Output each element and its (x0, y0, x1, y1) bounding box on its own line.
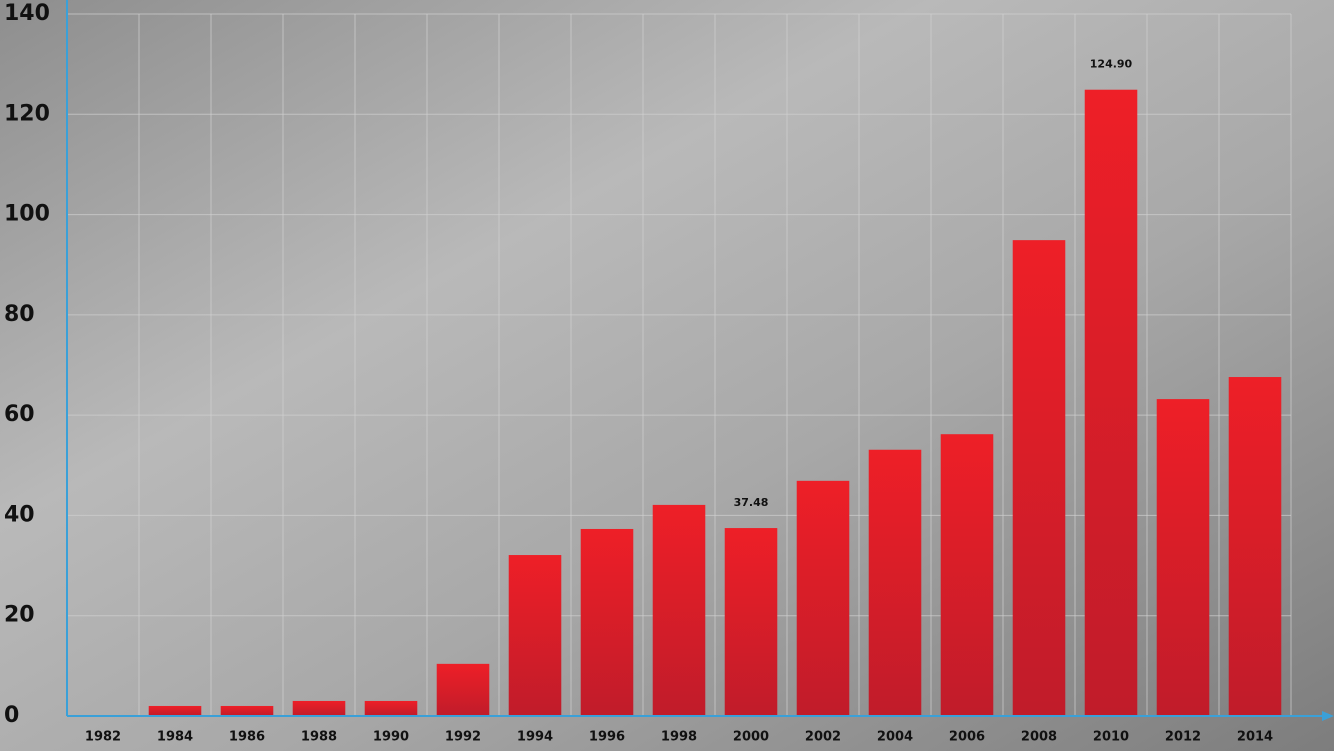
x-axis-arrow (1322, 711, 1334, 721)
bar (796, 480, 850, 716)
x-tick-label: 1996 (589, 730, 625, 745)
x-tick-label: 2004 (877, 730, 913, 745)
y-tick-label: 40 (4, 502, 35, 527)
x-tick-label: 1998 (661, 730, 697, 745)
x-tick-label: 1986 (229, 730, 265, 745)
y-tick-label: 140 (4, 1, 50, 26)
bar (148, 705, 202, 716)
bar (436, 663, 490, 716)
x-tick-label: 2008 (1021, 730, 1057, 745)
x-tick-label: 1992 (445, 730, 481, 745)
bar (364, 700, 418, 716)
bar (292, 700, 346, 716)
bar (1012, 240, 1066, 716)
x-tick-label: 1982 (85, 730, 121, 745)
x-tick-label: 2012 (1165, 730, 1201, 745)
bar (220, 705, 274, 716)
y-tick-label: 20 (4, 603, 35, 628)
x-tick-label: 2006 (949, 730, 985, 745)
bar (508, 555, 562, 716)
y-tick-label: 0 (4, 703, 19, 728)
bar (580, 528, 634, 716)
value-label: 124.90 (1090, 58, 1133, 71)
bar (724, 528, 778, 716)
x-tick-label: 1984 (157, 730, 193, 745)
x-tick-label: 2002 (805, 730, 841, 745)
y-tick-label: 120 (4, 101, 50, 126)
bar (940, 434, 994, 716)
x-tick-label: 1988 (301, 730, 337, 745)
x-tick-label: 2000 (733, 730, 769, 745)
bar (1228, 377, 1282, 716)
bar (1156, 399, 1210, 716)
x-tick-label: 1990 (373, 730, 409, 745)
bar (868, 449, 922, 716)
x-tick-label: 2010 (1093, 730, 1129, 745)
bar (1084, 89, 1138, 717)
x-tick-label: 2014 (1237, 730, 1273, 745)
bar (652, 504, 706, 716)
y-tick-label: 80 (4, 302, 35, 327)
value-label: 37.48 (734, 496, 769, 509)
y-tick-label: 100 (4, 202, 50, 227)
y-tick-label: 60 (4, 402, 35, 427)
x-tick-label: 1994 (517, 730, 553, 745)
